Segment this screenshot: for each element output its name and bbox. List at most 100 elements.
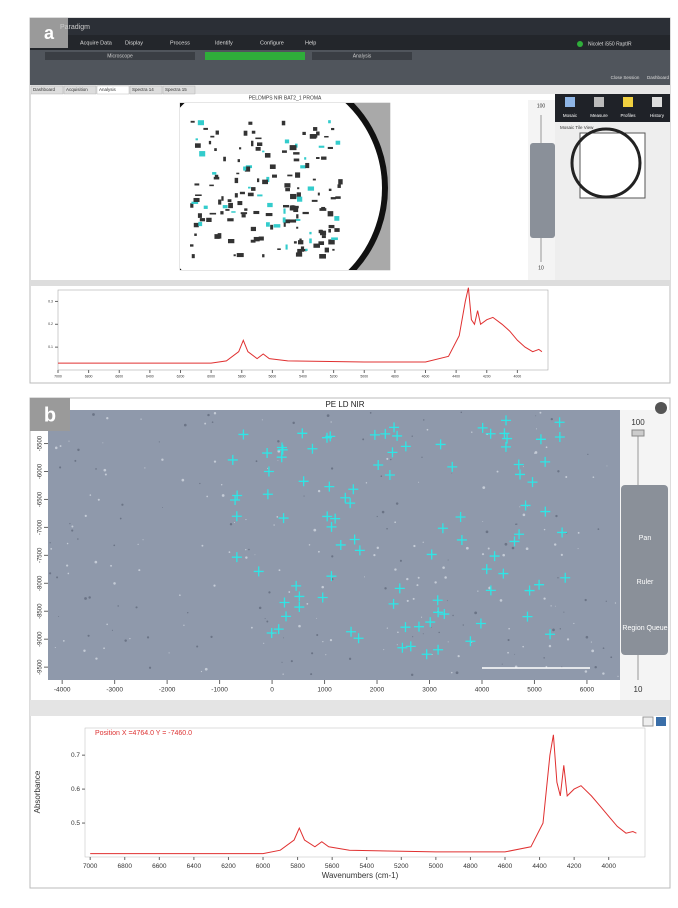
- particle: [295, 219, 300, 221]
- tab-label[interactable]: Acquisition: [66, 87, 88, 92]
- texture-dot: [523, 466, 524, 467]
- texture-dot: [120, 518, 122, 520]
- texture-dot: [147, 636, 149, 638]
- tab-icon[interactable]: [623, 97, 633, 107]
- texture-dot: [543, 597, 545, 599]
- x-tick-label: 7000: [54, 374, 62, 378]
- texture-dot: [90, 494, 92, 496]
- particle: [336, 141, 341, 145]
- right-tab[interactable]: Profiles: [620, 113, 636, 118]
- particle: [331, 128, 334, 130]
- texture-dot: [68, 573, 70, 575]
- particle: [337, 184, 340, 188]
- texture-dot: [591, 641, 592, 642]
- toolbar-group-label: Microscope: [107, 53, 133, 59]
- x-tick-label: 4200: [567, 863, 582, 870]
- slider-thumb[interactable]: [632, 430, 644, 436]
- texture-dot: [311, 652, 313, 654]
- particle: [235, 178, 238, 183]
- menu-item[interactable]: Display: [125, 40, 143, 46]
- button[interactable]: [656, 717, 666, 726]
- particle: [328, 147, 333, 149]
- particle: [210, 136, 214, 138]
- texture-dot: [438, 632, 439, 633]
- figure: a Paradigm Nicolet iS50 RaptIR Microscop…: [0, 0, 678, 903]
- particle: [316, 131, 320, 135]
- particle: [255, 138, 261, 140]
- right-tab[interactable]: History: [650, 113, 665, 118]
- texture-dot: [77, 449, 79, 451]
- tool-button[interactable]: Ruler: [637, 579, 654, 586]
- x-tick-label: 6200: [177, 374, 185, 378]
- texture-dot: [488, 547, 490, 549]
- texture-dot: [502, 664, 503, 665]
- texture-dot: [448, 559, 449, 560]
- toolbar-button[interactable]: Dashboard: [647, 75, 670, 80]
- right-tab[interactable]: Mosaic: [563, 113, 578, 118]
- particle: [282, 121, 285, 126]
- y-axis-label: Absorbance: [33, 770, 42, 813]
- x-tick-label: 1000: [317, 687, 332, 694]
- texture-dot: [370, 412, 372, 414]
- particle: [309, 238, 312, 243]
- particle: [284, 183, 290, 187]
- right-tab[interactable]: Measure: [590, 113, 608, 118]
- x-tick-label: 5400: [299, 374, 307, 378]
- particle: [308, 186, 314, 190]
- particle: [231, 211, 235, 213]
- x-tick-label: 5600: [268, 374, 276, 378]
- texture-dot: [418, 577, 420, 579]
- menu-item[interactable]: Identify: [215, 40, 233, 46]
- menu-item[interactable]: Configure: [260, 40, 284, 46]
- tool-button[interactable]: Pan: [639, 535, 652, 542]
- particle: [297, 192, 301, 197]
- particle: [239, 147, 241, 149]
- texture-dot: [169, 652, 170, 653]
- tab-label[interactable]: Spectra 14: [132, 87, 154, 92]
- texture-dot: [66, 565, 68, 567]
- y-tick-label: -6000: [38, 463, 44, 479]
- texture-dot: [423, 542, 424, 543]
- texture-dot: [303, 496, 304, 497]
- tool-button[interactable]: Region Queue: [622, 625, 667, 632]
- tab-icon[interactable]: [565, 97, 575, 107]
- particle: [301, 246, 304, 251]
- menu-item[interactable]: Acquire Data: [80, 40, 113, 46]
- particle: [294, 241, 297, 243]
- x-tick-label: -1000: [211, 687, 228, 694]
- particle: [286, 244, 288, 249]
- toolbar-button[interactable]: Close Session: [611, 75, 640, 80]
- particle: [234, 254, 236, 256]
- menu-item[interactable]: Process: [170, 40, 190, 46]
- particle: [294, 159, 300, 162]
- panel-label: a: [44, 23, 55, 43]
- tab-icon[interactable]: [594, 97, 604, 107]
- tab-label[interactable]: Analysis: [99, 87, 117, 92]
- particle: [241, 212, 247, 214]
- texture-dot: [245, 519, 246, 520]
- texture-dot: [448, 641, 449, 642]
- particle: [204, 206, 208, 209]
- texture-dot: [95, 657, 97, 659]
- collapse-button[interactable]: [655, 402, 667, 414]
- texture-dot: [557, 470, 559, 472]
- particle: [220, 211, 223, 214]
- y-tick-label: -9500: [38, 659, 44, 675]
- slider-min: 10: [634, 685, 643, 694]
- tab-icon[interactable]: [652, 97, 662, 107]
- particle: [300, 165, 306, 168]
- texture-dot: [113, 544, 115, 546]
- x-tick-label: 5800: [290, 863, 305, 870]
- menu-item[interactable]: Help: [305, 40, 316, 46]
- particle: [319, 146, 325, 148]
- texture-dot: [105, 473, 107, 475]
- x-tick-label: 6000: [256, 863, 271, 870]
- tool-panel: [530, 143, 555, 238]
- texture-dot: [278, 460, 279, 461]
- button[interactable]: [643, 717, 653, 726]
- texture-dot: [362, 438, 364, 440]
- texture-dot: [313, 529, 316, 532]
- tab-label[interactable]: Spectra 15: [165, 87, 187, 92]
- y-tick-label: -6500: [38, 491, 44, 507]
- tab-label[interactable]: Dashboard: [33, 87, 56, 92]
